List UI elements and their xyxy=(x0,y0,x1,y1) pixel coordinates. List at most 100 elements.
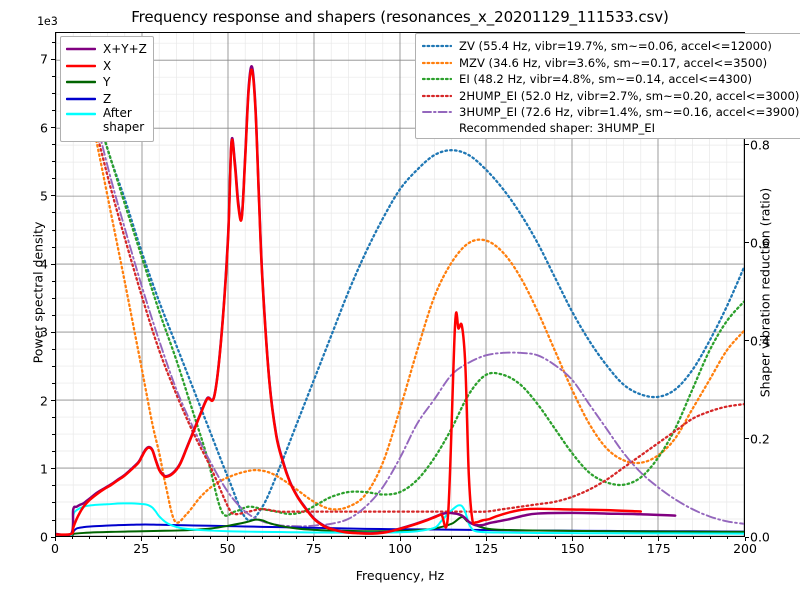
x-tick-minor xyxy=(675,537,677,540)
y-tick-minor xyxy=(52,314,55,316)
legend-item-x-y-z[interactable]: X+Y+Z xyxy=(66,41,147,58)
y-tick-right-mark xyxy=(745,242,749,244)
y-tick-right-label: 0.4 xyxy=(750,333,770,349)
y-tick-minor xyxy=(52,297,55,299)
y-tick-mark xyxy=(51,127,55,129)
y-tick-minor xyxy=(52,348,55,350)
y-tick-mark xyxy=(51,468,55,470)
y-axis-right-label: Shaper vibration reduction (ratio) xyxy=(757,187,773,398)
legend-item-label: 3HUMP_EI (72.6 Hz, vibr=1.4%, sm~=0.16, … xyxy=(459,105,800,120)
y-tick-minor xyxy=(52,178,55,180)
y-tick-label: 7 xyxy=(40,51,48,67)
series-3hump-ei xyxy=(72,46,744,528)
x-tick-mark xyxy=(54,537,56,541)
x-tick-minor xyxy=(278,537,280,540)
series-after-shaper xyxy=(56,502,744,536)
legend-item-after-shaper[interactable]: After shaper xyxy=(66,106,147,137)
y-tick-label: 6 xyxy=(40,120,48,136)
legend-line-swatch xyxy=(66,60,96,72)
y-tick-minor xyxy=(52,246,55,248)
legend-item-3hump-ei[interactable]: 3HUMP_EI (72.6 Hz, vibr=1.4%, sm~=0.16, … xyxy=(422,104,799,121)
x-tick-minor xyxy=(416,537,418,540)
legend-line-swatch xyxy=(422,57,452,69)
y-tick-minor xyxy=(52,144,55,145)
y-tick-mark xyxy=(51,331,55,333)
x-tick-minor xyxy=(123,537,125,540)
x-tick-minor xyxy=(330,537,332,540)
legend-line-swatch xyxy=(422,40,452,52)
y-tick-minor xyxy=(52,365,55,367)
x-tick-minor xyxy=(554,537,556,540)
series-mzv xyxy=(72,46,744,524)
legend-item-mzv[interactable]: MZV (34.6 Hz, vibr=3.6%, sm~=0.17, accel… xyxy=(422,55,799,72)
legend-item-label: Y xyxy=(103,75,111,90)
y-tick-minor xyxy=(52,417,55,418)
y-tick-right-mark xyxy=(745,340,749,342)
x-axis-label: Frequency, Hz xyxy=(355,568,445,583)
x-tick-minor xyxy=(589,537,591,540)
y-tick-right-label: 0.2 xyxy=(750,431,770,447)
x-tick-minor xyxy=(451,537,453,540)
x-tick-mark xyxy=(227,537,228,541)
legend-item-z[interactable]: Z xyxy=(66,91,147,108)
x-tick-minor xyxy=(641,537,642,540)
legend-item-label: Z xyxy=(103,91,112,106)
chart-curves xyxy=(56,46,744,536)
x-tick-label: 200 xyxy=(733,541,757,556)
page-title: Frequency response and shapers (resonanc… xyxy=(131,8,669,26)
legend-item-label: MZV (34.6 Hz, vibr=3.6%, sm~=0.17, accel… xyxy=(459,55,768,70)
y-tick-minor xyxy=(52,434,55,436)
x-tick-mark xyxy=(572,537,573,541)
y-tick-minor xyxy=(52,93,55,94)
legend-item-y[interactable]: Y xyxy=(66,74,147,91)
x-tick-minor xyxy=(710,537,711,540)
legend-item-label: EI (48.2 Hz, vibr=4.8%, sm~=0.14, accel<… xyxy=(459,72,752,87)
y-tick-minor xyxy=(52,519,55,521)
x-tick-minor xyxy=(261,537,263,540)
legend-item-ei[interactable]: EI (48.2 Hz, vibr=4.8%, sm~=0.14, accel<… xyxy=(422,71,799,88)
y-tick-minor xyxy=(52,212,55,214)
x-tick-minor xyxy=(175,537,177,540)
x-tick-minor xyxy=(537,537,539,540)
x-tick-minor xyxy=(434,537,435,540)
series-2hump-ei xyxy=(72,46,744,516)
y-tick-right-mark xyxy=(745,144,749,146)
x-tick-label: 50 xyxy=(219,541,236,556)
legend-item-label: X xyxy=(103,58,112,73)
legend-item-zv[interactable]: ZV (55.4 Hz, vibr=19.7%, sm~=0.06, accel… xyxy=(422,38,799,55)
x-tick-mark xyxy=(744,537,746,541)
series-ei xyxy=(72,46,744,517)
y-tick-label: 4 xyxy=(40,256,48,272)
y-tick-minor xyxy=(52,75,55,77)
legend-item-label: X+Y+Z xyxy=(103,42,147,57)
x-tick-mark xyxy=(399,537,401,541)
x-tick-minor xyxy=(382,537,384,540)
x-tick-minor xyxy=(520,537,522,540)
x-tick-minor xyxy=(71,537,73,540)
y-axis-label: Power spectral density xyxy=(30,221,46,364)
y-axis-exponent-label: 1e3 xyxy=(37,14,58,28)
y-tick-right-mark xyxy=(745,438,749,440)
legend-item-label: ZV (55.4 Hz, vibr=19.7%, sm~=0.06, accel… xyxy=(459,39,772,54)
x-tick-label: 25 xyxy=(133,541,150,556)
y-tick-mark xyxy=(51,263,55,265)
y-tick-minor xyxy=(52,280,55,282)
x-tick-minor xyxy=(727,537,729,540)
legend-item-x[interactable]: X xyxy=(66,58,147,75)
y-tick-label: 0 xyxy=(40,529,48,545)
legend-line-swatch xyxy=(422,73,452,85)
x-tick-mark xyxy=(485,537,487,541)
y-tick-minor xyxy=(52,41,55,43)
legend-line-swatch xyxy=(66,76,96,88)
y-tick-minor xyxy=(52,229,55,231)
legend-item-label: 2HUMP_EI (52.0 Hz, vibr=2.7%, sm~=0.20, … xyxy=(459,88,800,103)
legend-line-swatch xyxy=(422,90,452,102)
x-tick-minor xyxy=(158,537,159,540)
legend-item-2hump-ei[interactable]: 2HUMP_EI (52.0 Hz, vibr=2.7%, sm~=0.20, … xyxy=(422,88,799,105)
y-tick-minor xyxy=(52,485,55,487)
y-tick-minor xyxy=(52,110,55,111)
y-tick-mark xyxy=(51,195,55,197)
recommended-shaper-note: Recommended shaper: 3HUMP_EI xyxy=(459,120,655,135)
x-tick-minor xyxy=(106,537,108,540)
